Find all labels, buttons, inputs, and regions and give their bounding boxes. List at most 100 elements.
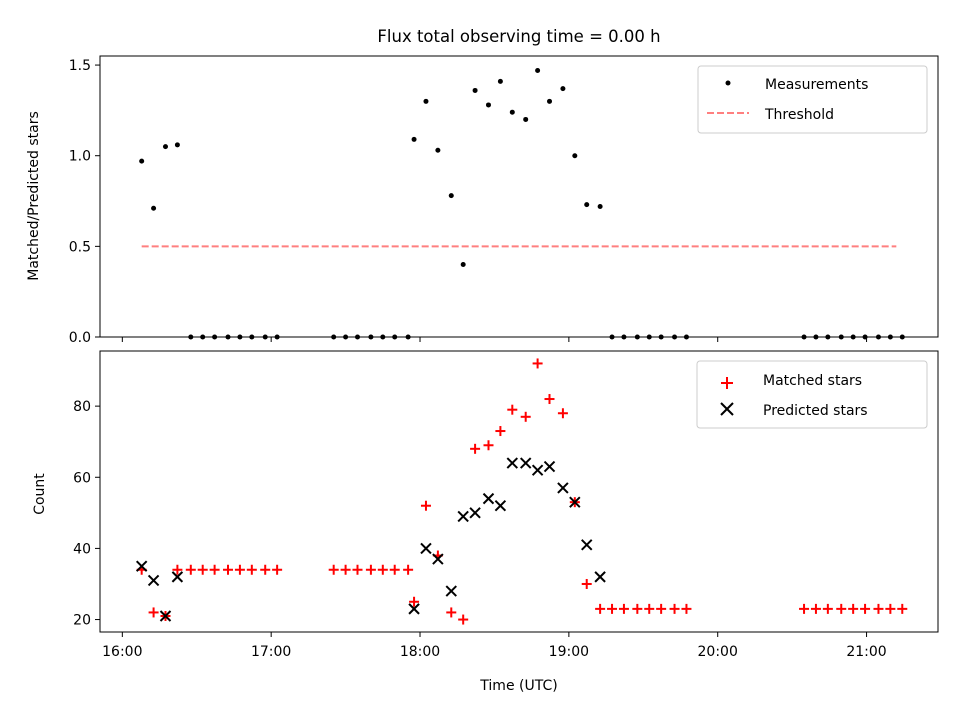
measurement-point [509, 109, 515, 115]
predicted-stars-point [408, 603, 420, 615]
top-y-tick-label: 0.0 [69, 330, 91, 346]
x-tick-label: 20:00 [698, 644, 738, 660]
matched-stars-point [340, 564, 351, 575]
predicted-stars-point [432, 553, 444, 565]
matched-stars-point [822, 603, 833, 614]
matched-stars-point [618, 603, 629, 614]
predicted-stars-point [135, 560, 148, 572]
matched-stars-point [470, 443, 481, 454]
bottom-y-axis-label: Count [32, 473, 48, 515]
matched-stars-point [172, 564, 183, 575]
legend-measurements-label: Measurements [765, 77, 868, 93]
matched-stars-point [403, 564, 414, 575]
x-tick-label: 17:00 [251, 644, 291, 660]
matched-stars-point [532, 358, 543, 369]
matched-stars-point [897, 603, 908, 614]
matched-stars-point [365, 564, 376, 575]
top-y-tick-label: 0.5 [69, 239, 91, 255]
predicted-stars-point [147, 574, 160, 587]
bottom-y-tick-label: 80 [73, 399, 91, 415]
top-y-tick-label: 1.5 [69, 58, 91, 74]
matched-stars-point [656, 603, 667, 614]
measurement-point [560, 86, 566, 92]
legend-predicted-marker [720, 402, 734, 416]
bottom-y-tick-label: 40 [73, 541, 91, 557]
measurement-point [584, 202, 590, 208]
predicted-stars-point [519, 457, 532, 469]
measurement-point [151, 205, 157, 211]
legend-matched-label: Matched stars [763, 373, 862, 389]
predicted-stars-point [506, 457, 519, 469]
predicted-stars-point [482, 492, 495, 505]
measurement-point [162, 144, 168, 150]
measurement-point [423, 98, 429, 104]
matched-stars-point [260, 564, 271, 575]
predicted-stars-point [581, 539, 593, 551]
matched-stars-point [873, 603, 884, 614]
matched-stars-point [446, 607, 457, 618]
matched-stars-point [595, 603, 606, 614]
top-y-ticks: 0.0 0.5 1.0 1.5 [69, 58, 100, 346]
measurement-point [411, 136, 417, 142]
predicted-stars-point [594, 571, 606, 583]
matched-stars-point [223, 564, 234, 575]
top-panel: 0.0 0.5 1.0 1.5 Matched/Predicted stars Mea… [26, 55, 939, 346]
bottom-legend: Matched stars Predicted stars [696, 360, 928, 429]
measurement-point [572, 153, 578, 159]
measurement-point [472, 87, 478, 93]
matched-stars-point [148, 607, 159, 618]
matched-stars-point [409, 596, 420, 607]
measurement-point [523, 116, 529, 122]
measurement-point [174, 142, 180, 148]
top-axes-frame [99, 55, 939, 338]
top-marks [139, 68, 905, 340]
predicted-stars-point [420, 542, 432, 555]
predicted-stars-point [457, 510, 469, 523]
matched-stars-point [581, 578, 592, 589]
matched-stars-point [836, 603, 847, 614]
legend-threshold-label: Threshold [764, 107, 834, 123]
matched-stars-point [483, 440, 494, 451]
legend-measurements-marker [725, 80, 731, 86]
predicted-stars-point [159, 610, 172, 622]
chart-title: Flux total observing time = 0.00 h [377, 27, 660, 46]
matched-stars-point [860, 603, 871, 614]
matched-stars-point [885, 603, 896, 614]
matched-stars-point [495, 426, 506, 437]
matched-stars-point [669, 603, 680, 614]
predicted-stars-point [494, 500, 507, 512]
matched-stars-point [185, 564, 196, 575]
matched-stars-point [507, 404, 518, 415]
bottom-y-tick-label: 20 [73, 613, 91, 629]
measurement-point [547, 98, 553, 104]
predicted-stars-point [557, 482, 569, 494]
matched-stars-point [810, 603, 821, 614]
matched-stars-point [234, 564, 245, 575]
predicted-stars-point [543, 460, 556, 473]
top-y-axis-label: Matched/Predicted stars [26, 111, 42, 281]
bottom-y-tick-label: 60 [73, 470, 91, 486]
measurement-point [460, 261, 466, 267]
measurement-point [485, 102, 491, 108]
matched-stars-point [328, 564, 339, 575]
measurement-point [597, 203, 603, 209]
matched-stars-point [607, 603, 618, 614]
legend-matched-marker [721, 377, 733, 389]
matched-stars-point [557, 408, 568, 419]
matched-stars-point [420, 500, 431, 511]
measurement-point [435, 147, 441, 153]
predicted-stars-point [171, 571, 184, 583]
x-tick-label: 18:00 [400, 644, 440, 660]
matched-stars-point [681, 603, 692, 614]
predicted-stars-point [569, 496, 581, 508]
matched-stars-point [544, 394, 555, 405]
matched-stars-point [209, 564, 220, 575]
bottom-axes-frame [99, 350, 939, 633]
measurement-point [139, 158, 145, 164]
matched-stars-point [644, 603, 655, 614]
matched-stars-point [458, 614, 469, 625]
matched-stars-point [272, 564, 283, 575]
x-tick-label: 21:00 [846, 644, 886, 660]
